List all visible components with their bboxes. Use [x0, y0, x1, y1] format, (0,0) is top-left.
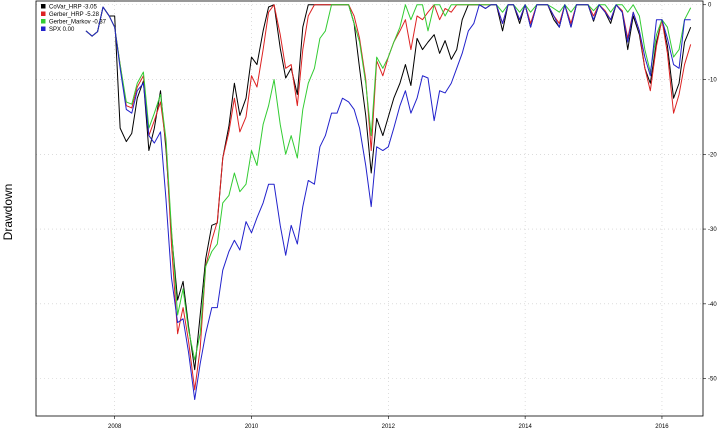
y-tick-label: -40: [708, 302, 717, 308]
x-tick-label: 2010: [245, 424, 259, 430]
y-tick-label: 0: [708, 3, 712, 9]
legend-swatch: [41, 11, 46, 16]
y-axis: 0 -10 -20 -30 -40 -50: [703, 3, 717, 383]
x-tick-label: 2008: [108, 424, 122, 430]
x-tick-label: 2016: [655, 424, 669, 430]
y-tick-label: -10: [708, 78, 717, 84]
plot-frame: [35, 0, 704, 417]
legend-label: CoVar_HRP -3.05: [49, 5, 97, 11]
legend-swatch: [41, 4, 46, 9]
grid-lines: [36, 1, 703, 416]
series-line-2: [85, 4, 692, 361]
y-tick-label: -20: [708, 152, 717, 158]
y-tick-label: -50: [708, 377, 717, 383]
legend-swatch: [41, 26, 46, 31]
legend-label: Gerber_Markov -0.37: [49, 20, 107, 26]
y-axis-label: Drawdown: [1, 184, 15, 241]
x-tick-label: 2014: [518, 424, 532, 430]
x-tick-label: 2012: [382, 424, 396, 430]
legend-label: Gerber_HRP -5.28: [49, 12, 100, 18]
series-line-3: [85, 4, 691, 401]
y-tick-label: -30: [708, 227, 717, 233]
series-lines: [85, 4, 692, 401]
legend-swatch: [41, 19, 46, 24]
legend-label: SPX 0.00: [49, 27, 75, 33]
x-axis: 2008 2010 2012 2014 2016: [108, 416, 669, 430]
